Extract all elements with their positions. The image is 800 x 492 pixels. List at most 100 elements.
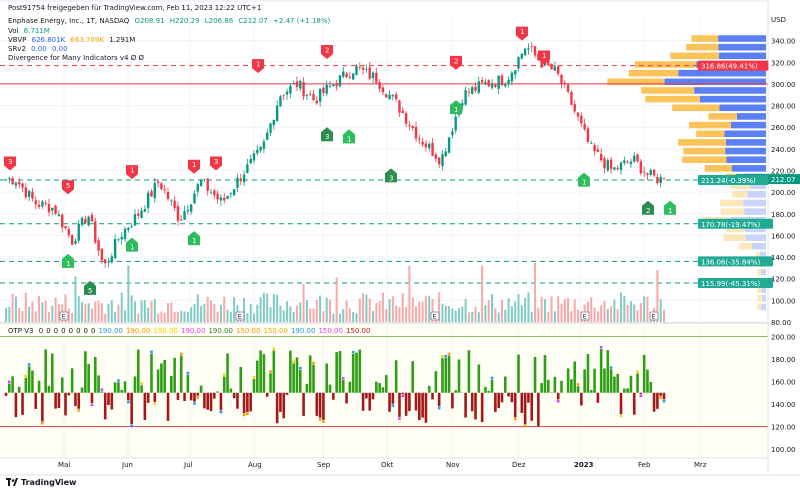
candle[interactable] bbox=[510, 72, 514, 82]
candle[interactable] bbox=[471, 87, 474, 95]
candle[interactable] bbox=[556, 66, 560, 74]
candle[interactable] bbox=[133, 214, 137, 226]
candle[interactable] bbox=[441, 154, 444, 167]
candle[interactable] bbox=[266, 132, 269, 140]
candle[interactable] bbox=[431, 142, 434, 156]
candle[interactable] bbox=[193, 193, 196, 204]
candle[interactable] bbox=[573, 104, 576, 112]
vbvp-legend[interactable]: VBVP 626.801K 663.769K 1.291M bbox=[8, 36, 138, 45]
candle[interactable] bbox=[117, 239, 120, 241]
earnings-marker[interactable] bbox=[59, 311, 69, 321]
candle[interactable] bbox=[259, 146, 262, 151]
candle[interactable] bbox=[355, 65, 358, 75]
otp-legend[interactable]: OTP V3 0 0 0 0 0 0 0 0 190.00 190.00 190.00 190.00 1… bbox=[8, 327, 373, 336]
candle[interactable] bbox=[153, 182, 156, 199]
candle[interactable] bbox=[464, 90, 467, 105]
candle[interactable] bbox=[451, 131, 454, 136]
candle[interactable] bbox=[84, 218, 87, 224]
price-axis[interactable] bbox=[768, 0, 800, 475]
candle[interactable] bbox=[90, 214, 94, 222]
candle[interactable] bbox=[232, 189, 236, 196]
buy-signal-marker[interactable] bbox=[664, 200, 676, 215]
candle[interactable] bbox=[623, 160, 626, 164]
candle[interactable] bbox=[8, 178, 11, 180]
buy-signal-marker[interactable] bbox=[188, 231, 200, 246]
candle[interactable] bbox=[130, 226, 133, 228]
candle[interactable] bbox=[21, 183, 24, 188]
candle[interactable] bbox=[580, 115, 583, 124]
candle[interactable] bbox=[497, 75, 500, 89]
divergence-legend[interactable]: Divergence for Many Indicators v4 Ø Ø bbox=[8, 54, 147, 63]
earnings-marker[interactable] bbox=[235, 311, 245, 321]
candle[interactable] bbox=[34, 200, 37, 205]
candle[interactable] bbox=[342, 71, 345, 77]
candle[interactable] bbox=[547, 58, 550, 66]
candle[interactable] bbox=[64, 226, 67, 229]
candle[interactable] bbox=[292, 83, 295, 84]
candle[interactable] bbox=[626, 161, 629, 163]
candle[interactable] bbox=[289, 85, 292, 94]
candle[interactable] bbox=[176, 206, 180, 221]
candle[interactable] bbox=[391, 95, 395, 97]
buy-signal-marker[interactable] bbox=[84, 280, 96, 295]
candle[interactable] bbox=[394, 94, 398, 100]
candle[interactable] bbox=[305, 94, 309, 96]
candle[interactable] bbox=[351, 73, 355, 80]
candle[interactable] bbox=[454, 116, 457, 131]
candle[interactable] bbox=[61, 214, 64, 228]
candle[interactable] bbox=[94, 221, 97, 243]
candle[interactable] bbox=[57, 214, 61, 217]
candle[interactable] bbox=[249, 158, 252, 164]
buy-signal-marker[interactable] bbox=[62, 253, 74, 268]
candle[interactable] bbox=[576, 112, 580, 117]
sell-signal-marker[interactable] bbox=[188, 159, 200, 174]
candle[interactable] bbox=[315, 100, 319, 104]
candle[interactable] bbox=[229, 193, 233, 195]
candle[interactable] bbox=[103, 259, 107, 264]
candle[interactable] bbox=[110, 256, 114, 263]
candle[interactable] bbox=[256, 149, 259, 154]
candle[interactable] bbox=[123, 228, 127, 239]
candle[interactable] bbox=[408, 125, 411, 126]
candle[interactable] bbox=[603, 158, 606, 169]
sell-signal-marker[interactable] bbox=[516, 26, 528, 41]
candle[interactable] bbox=[100, 248, 104, 261]
candle[interactable] bbox=[309, 94, 312, 96]
candle[interactable] bbox=[51, 207, 54, 211]
candle[interactable] bbox=[437, 157, 441, 165]
candle[interactable] bbox=[593, 145, 596, 152]
candle[interactable] bbox=[540, 59, 543, 68]
candle[interactable] bbox=[318, 88, 322, 102]
candle[interactable] bbox=[150, 191, 153, 197]
candle[interactable] bbox=[421, 141, 424, 145]
candle[interactable] bbox=[533, 46, 537, 56]
candle[interactable] bbox=[494, 84, 497, 87]
candle[interactable] bbox=[252, 153, 256, 161]
candle[interactable] bbox=[41, 201, 44, 207]
candle[interactable] bbox=[375, 72, 378, 83]
candle[interactable] bbox=[44, 202, 47, 204]
tradingview-footer[interactable]: TradingView bbox=[6, 478, 76, 487]
candle[interactable] bbox=[87, 216, 90, 226]
candle[interactable] bbox=[371, 72, 375, 79]
candle[interactable] bbox=[345, 73, 348, 78]
sell-signal-marker[interactable] bbox=[126, 165, 138, 180]
candle[interactable] bbox=[67, 229, 71, 236]
candle[interactable] bbox=[328, 85, 332, 87]
candle[interactable] bbox=[226, 195, 229, 199]
candle[interactable] bbox=[282, 95, 285, 97]
candle[interactable] bbox=[275, 105, 279, 122]
candle[interactable] bbox=[507, 79, 510, 84]
candle[interactable] bbox=[242, 174, 246, 183]
candle[interactable] bbox=[619, 162, 623, 171]
sell-signal-marker[interactable] bbox=[210, 156, 222, 171]
candle[interactable] bbox=[616, 167, 619, 170]
candle[interactable] bbox=[223, 197, 226, 201]
candle[interactable] bbox=[599, 153, 603, 161]
candle[interactable] bbox=[550, 63, 553, 70]
candle[interactable] bbox=[70, 235, 74, 245]
candle[interactable] bbox=[428, 143, 431, 149]
candle[interactable] bbox=[484, 82, 487, 84]
candle[interactable] bbox=[173, 200, 176, 208]
